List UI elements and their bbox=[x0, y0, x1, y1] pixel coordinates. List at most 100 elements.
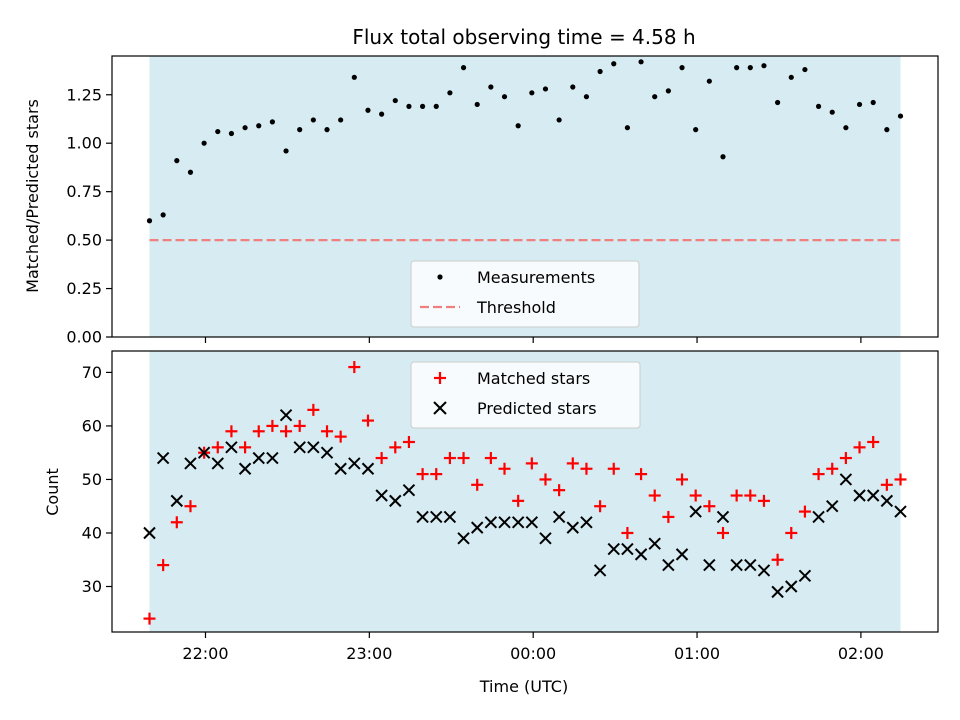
predicted-star-point bbox=[279, 409, 293, 422]
predicted-star-point bbox=[361, 462, 375, 475]
predicted-star-point bbox=[170, 494, 184, 508]
measurement-point bbox=[201, 140, 207, 146]
matched-star-point bbox=[703, 500, 716, 513]
matched-star-point bbox=[321, 425, 334, 438]
matched-star-point bbox=[211, 441, 224, 454]
measurement-point bbox=[501, 94, 508, 100]
bottom-y-tick-label: 60 bbox=[82, 416, 102, 435]
predicted-star-point bbox=[525, 516, 539, 529]
matched-star-point bbox=[880, 478, 893, 491]
matched-star-point bbox=[853, 441, 866, 454]
matched-star-point bbox=[566, 457, 579, 470]
x-tick-label: 02:00 bbox=[838, 644, 884, 663]
matched-star-point bbox=[334, 430, 347, 443]
measurement-point bbox=[897, 113, 904, 119]
measurement-point bbox=[734, 65, 740, 71]
matched-star-point bbox=[757, 494, 770, 507]
matched-star-point bbox=[689, 489, 702, 502]
matched-star-point bbox=[416, 468, 429, 481]
top-y-tick-label: 0.00 bbox=[66, 328, 102, 347]
matched-star-point bbox=[157, 559, 170, 572]
predicted-star-point bbox=[334, 462, 347, 475]
measurement-point bbox=[379, 111, 385, 117]
predicted-star-point bbox=[184, 457, 197, 470]
top-y-ticks: 0.00 0.25 0.50 0.75 1.00 1.25 bbox=[66, 85, 112, 347]
predicted-star-point bbox=[730, 558, 743, 572]
measurement-point bbox=[775, 99, 781, 106]
matched-star-points bbox=[143, 361, 907, 625]
top-y-tick-label: 1.25 bbox=[66, 85, 102, 104]
matched-star-point bbox=[184, 500, 197, 513]
matched-star-point bbox=[252, 425, 265, 438]
measurement-point bbox=[788, 74, 794, 80]
top-y-tick-label: 0.75 bbox=[66, 182, 102, 201]
bottom-y-tick-label: 30 bbox=[82, 577, 102, 596]
predicted-star-point bbox=[607, 542, 620, 556]
x-tick-label: 22:00 bbox=[182, 644, 228, 663]
predicted-star-point bbox=[566, 521, 579, 534]
measurement-point bbox=[652, 94, 658, 100]
measurement-point bbox=[215, 128, 221, 135]
measurement-point bbox=[174, 158, 180, 164]
predicted-star-point bbox=[539, 532, 552, 545]
measurement-point bbox=[419, 103, 426, 109]
x-tick-label: 01:00 bbox=[674, 644, 720, 663]
matched-star-point bbox=[744, 489, 757, 502]
predicted-star-point bbox=[252, 451, 265, 465]
top-y-tick-label: 0.50 bbox=[66, 231, 102, 250]
matched-star-point bbox=[730, 489, 743, 502]
measurement-point bbox=[611, 61, 617, 67]
predicted-star-point bbox=[266, 451, 279, 465]
matched-star-point bbox=[553, 484, 566, 497]
matched-star-point bbox=[443, 452, 456, 465]
predicted-star-point bbox=[156, 451, 170, 465]
measurement-point bbox=[406, 103, 412, 109]
measurement-point bbox=[542, 86, 549, 92]
bottom-x-ticks: 22:00 23:00 00:00 01:00 02:00 bbox=[182, 632, 884, 663]
predicted-star-point bbox=[430, 510, 443, 524]
predicted-star-point bbox=[675, 548, 689, 561]
measurement-point bbox=[556, 117, 562, 123]
measurement-point bbox=[146, 218, 153, 224]
predicted-star-point bbox=[866, 489, 880, 502]
matched-star-point bbox=[512, 494, 525, 507]
measurement-point bbox=[856, 101, 863, 108]
predicted-star-point bbox=[785, 580, 798, 593]
measurement-point bbox=[679, 65, 685, 71]
measurement-point bbox=[706, 78, 712, 84]
measurement-point bbox=[488, 84, 494, 90]
predicted-star-point bbox=[348, 457, 361, 470]
matched-star-point bbox=[826, 462, 839, 475]
predicted-star-point bbox=[662, 558, 675, 572]
measurement-point bbox=[597, 68, 603, 75]
predicted-star-point bbox=[225, 441, 238, 454]
matched-star-point bbox=[484, 452, 497, 465]
top-y-tick-label: 1.00 bbox=[66, 134, 102, 153]
measurement-point bbox=[283, 148, 289, 154]
measurement-point bbox=[324, 127, 330, 133]
measurement-point bbox=[761, 63, 767, 69]
measurement-point bbox=[474, 101, 480, 108]
matched-star-point bbox=[143, 612, 156, 625]
matched-star-point bbox=[293, 419, 306, 432]
legend-threshold-label: Threshold bbox=[476, 298, 556, 317]
measurement-point bbox=[242, 125, 248, 131]
measurement-point bbox=[338, 117, 344, 123]
measurement-point bbox=[829, 109, 835, 115]
measurement-point bbox=[460, 65, 467, 71]
top-legend: Measurements Threshold bbox=[410, 260, 640, 328]
predicted-star-points bbox=[143, 409, 907, 599]
predicted-star-point bbox=[484, 516, 498, 529]
bottom-legend-box bbox=[410, 361, 641, 429]
measurement-point bbox=[256, 123, 262, 129]
top-panel: 0.00 0.25 0.50 0.75 1.00 1.25 Matched/Predict… bbox=[23, 55, 939, 347]
predicted-star-point bbox=[839, 473, 853, 486]
measurement-point bbox=[297, 127, 303, 133]
predicted-star-point bbox=[498, 516, 511, 529]
matched-star-point bbox=[348, 361, 361, 374]
top-x-ticks bbox=[204, 337, 862, 343]
matched-star-point bbox=[716, 526, 729, 539]
predicted-star-point bbox=[894, 505, 907, 518]
matched-star-point bbox=[580, 462, 593, 475]
matched-star-point bbox=[839, 452, 852, 465]
